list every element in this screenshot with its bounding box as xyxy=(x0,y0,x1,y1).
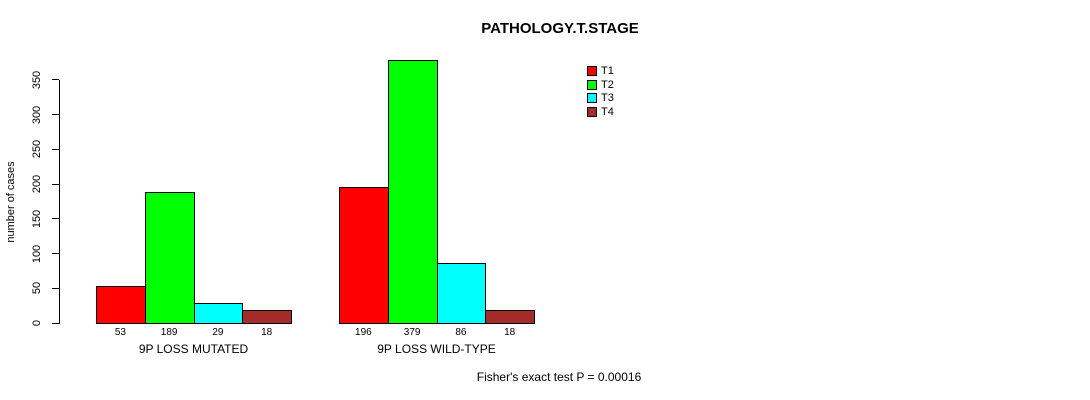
y-axis-tick-label-text: 100 xyxy=(31,244,43,263)
bar-9p-loss-wild-type-t3 xyxy=(436,263,487,324)
bar-count-label: 379 xyxy=(403,327,421,338)
legend-swatch-t4 xyxy=(587,107,597,118)
y-axis-tick-label-text: 350 xyxy=(31,70,43,89)
legend: T1 T2 T3 T4 xyxy=(587,64,614,119)
y-axis-tick xyxy=(52,79,59,81)
bar-count-label: 189 xyxy=(160,327,178,338)
bar-count-label: 86 xyxy=(455,327,467,338)
y-axis-tick xyxy=(52,114,59,115)
bar-9p-loss-wild-type-t4 xyxy=(485,310,535,324)
bar-count-label: 53 xyxy=(114,327,126,338)
legend-swatch-t1 xyxy=(587,65,597,76)
bar-count-label: 29 xyxy=(212,327,224,338)
bar-9p-loss-mutated-t4 xyxy=(242,310,292,324)
legend-row-t3: T3 xyxy=(587,92,614,106)
y-axis-tick-label-text: 300 xyxy=(31,105,43,124)
bar-count-label: 18 xyxy=(504,327,516,338)
y-axis-tick xyxy=(52,148,59,150)
y-axis-tick xyxy=(52,183,59,185)
legend-row-t1: T1 xyxy=(587,64,614,78)
bar-9p-loss-wild-type-t1 xyxy=(339,186,389,324)
bar-9p-loss-mutated-t3 xyxy=(193,302,244,324)
legend-label-t3: T3 xyxy=(601,92,614,105)
chart-title: PATHOLOGY.T.STAGE xyxy=(481,20,639,37)
group-label-9p-loss-mutated: 9P LOSS MUTATED xyxy=(138,342,249,356)
bar-9p-loss-mutated-t2 xyxy=(144,191,195,324)
y-axis-tick-label-text: 150 xyxy=(31,209,43,228)
legend-label-t4: T4 xyxy=(601,106,614,119)
legend-swatch-t3 xyxy=(587,93,597,104)
legend-row-t2: T2 xyxy=(587,78,614,92)
y-axis-tick-label-text: 200 xyxy=(31,174,43,194)
y-axis-title-text: number of cases xyxy=(5,161,17,243)
y-axis-tick xyxy=(52,218,59,220)
legend-swatch-t2 xyxy=(587,79,597,90)
y-axis-tick-label-text: 50 xyxy=(31,282,43,295)
y-axis-line xyxy=(59,79,60,324)
group-label-9p-loss-wild-type: 9P LOSS WILD-TYPE xyxy=(377,342,496,356)
y-axis-tick-label-text: 0 xyxy=(31,319,43,327)
bar-count-label: 18 xyxy=(261,327,273,338)
y-axis-tick xyxy=(52,322,59,324)
y-axis-tick-label-text: 250 xyxy=(31,140,43,159)
y-axis-tick xyxy=(52,253,59,254)
bar-9p-loss-wild-type-t2 xyxy=(387,59,438,324)
statistical-test-annotation: Fisher's exact test P = 0.00016 xyxy=(476,370,642,384)
bar-9p-loss-mutated-t1 xyxy=(96,286,146,324)
legend-label-t1: T1 xyxy=(601,64,614,77)
legend-label-t2: T2 xyxy=(601,78,614,91)
y-axis-tick xyxy=(52,287,59,289)
bar-count-label: 196 xyxy=(355,327,372,338)
legend-row-t4: T4 xyxy=(587,105,614,119)
